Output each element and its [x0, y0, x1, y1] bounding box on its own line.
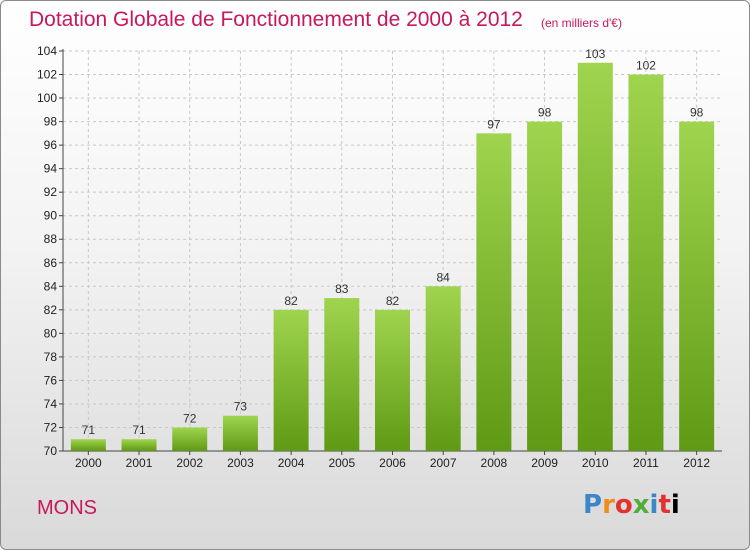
y-tick-label: 76 — [44, 373, 58, 387]
bar — [222, 415, 258, 451]
y-tick-label: 72 — [44, 420, 58, 434]
logo-letter: P — [583, 490, 603, 520]
y-tick-label: 86 — [44, 256, 58, 270]
bar — [577, 62, 613, 451]
proxiti-logo: Proxiti — [583, 490, 680, 520]
bar — [70, 439, 106, 451]
data-label: 98 — [690, 106, 704, 120]
bars — [70, 62, 715, 452]
y-tick-label: 102 — [37, 68, 57, 82]
axes: 70 72 74 76 78 80 82 84 86 88 90 92 94 96 98 100 102 104 2… — [37, 44, 722, 470]
logo-letter: x — [632, 490, 650, 520]
bar — [628, 74, 664, 451]
data-label: 83 — [335, 282, 349, 296]
x-tick-label: 2000 — [75, 456, 102, 470]
y-tick-label: 88 — [44, 232, 58, 246]
data-label: 84 — [437, 270, 451, 284]
data-label: 97 — [487, 117, 501, 131]
x-tick-label: 2005 — [328, 456, 355, 470]
data-label: 103 — [585, 47, 605, 61]
logo-letter: i — [649, 490, 659, 520]
y-tick-label: 84 — [44, 279, 58, 293]
data-label: 72 — [183, 411, 197, 425]
bar — [172, 427, 208, 451]
y-tick-label: 100 — [37, 91, 57, 105]
y-tick-label: 90 — [44, 209, 58, 223]
bar — [121, 439, 157, 451]
data-label: 82 — [284, 294, 298, 308]
data-labels: 71 71 72 73 82 83 82 84 97 98 103 102 98 — [82, 47, 704, 437]
bar — [375, 309, 410, 451]
bar — [324, 298, 360, 451]
logo-letter: i — [670, 490, 680, 520]
bar — [527, 121, 563, 452]
data-label: 82 — [386, 294, 400, 308]
gridlines — [63, 50, 722, 452]
data-label: 73 — [234, 400, 248, 414]
y-tick-label: 80 — [44, 326, 58, 340]
x-tick-label: 2009 — [531, 456, 558, 470]
x-tick-label: 2012 — [683, 456, 710, 470]
x-tick-label: 2003 — [227, 456, 254, 470]
bar — [425, 286, 461, 451]
y-tick-label: 94 — [44, 162, 58, 176]
data-label: 102 — [636, 59, 656, 73]
y-tick-label: 70 — [44, 444, 58, 458]
bar — [476, 133, 512, 451]
y-tick-label: 92 — [44, 185, 58, 199]
y-tick-label: 104 — [37, 44, 57, 58]
bar — [273, 309, 309, 451]
x-tick-label: 2004 — [278, 456, 305, 470]
y-tick-label: 74 — [44, 397, 58, 411]
chart-title: Dotation Globale de Fonctionnement de 20… — [29, 8, 523, 31]
x-tick-label: 2002 — [176, 456, 203, 470]
x-tick-label: 2001 — [126, 456, 153, 470]
x-tick-label: 2006 — [379, 456, 406, 470]
y-tick-label: 82 — [44, 303, 58, 317]
y-tick-label: 98 — [44, 115, 58, 129]
bar — [679, 121, 715, 452]
data-label: 71 — [132, 423, 146, 437]
data-label: 71 — [82, 423, 96, 437]
logo-letter: t — [658, 490, 671, 520]
y-tick-label: 96 — [44, 138, 58, 152]
logo-letter: o — [614, 490, 633, 520]
y-tick-label: 78 — [44, 350, 58, 364]
data-label: 98 — [538, 106, 552, 120]
place-name: MONS — [37, 497, 97, 519]
x-tick-label: 2010 — [582, 456, 609, 470]
x-tick-label: 2008 — [481, 456, 508, 470]
chart-unit-note: (en milliers d'€) — [541, 16, 622, 30]
x-tick-label: 2011 — [633, 456, 659, 470]
logo-letter: r — [602, 490, 615, 520]
x-tick-label: 2007 — [430, 456, 457, 470]
